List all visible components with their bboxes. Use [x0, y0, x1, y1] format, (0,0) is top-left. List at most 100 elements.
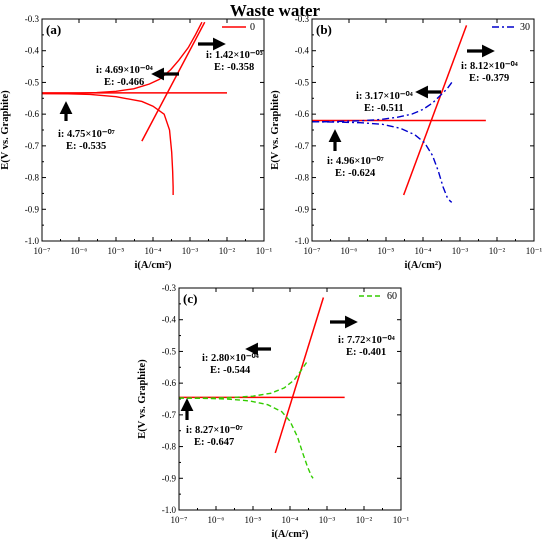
- annotation-current: i: 4.75×10⁻⁰⁷: [58, 128, 115, 140]
- annotation-current: i: 8.12×10⁻⁰⁴: [461, 60, 519, 72]
- y-tick-label: -0.5: [295, 77, 310, 87]
- y-axis-label: E(V vs. Graphite): [137, 359, 148, 439]
- annotation-potential: E: -0.466: [104, 77, 144, 88]
- panel-label: (b): [316, 22, 332, 37]
- polarization-curve: [312, 82, 453, 123]
- x-tick-label: 10⁻⁷: [171, 515, 188, 525]
- y-tick-label: -0.5: [25, 77, 40, 87]
- chart-panel-1: 10⁻⁷ 10⁻⁶ 10⁻⁵ 10⁻⁴ 10⁻³ 10⁻² 10⁻¹ -1.0 -0.9 -0.8…: [270, 14, 543, 271]
- annotation-potential: E: -0.647: [194, 437, 234, 448]
- panel-label: (a): [46, 22, 61, 37]
- x-tick-label: 10⁻⁶: [208, 515, 225, 525]
- y-tick-label: -0.6: [162, 378, 177, 388]
- x-tick-label: 10⁻²: [356, 515, 373, 525]
- y-tick-label: -0.8: [25, 173, 40, 183]
- x-tick-label: 10⁻¹: [256, 246, 273, 256]
- x-tick-label: 10⁻³: [319, 515, 336, 525]
- annotation-potential: E: -0.511: [364, 103, 404, 114]
- annotation: i: 3.17×10⁻⁰⁴E: -0.511: [356, 85, 441, 114]
- x-tick-label: 10⁻⁷: [304, 246, 321, 256]
- y-tick-label: -0.8: [295, 173, 310, 183]
- x-tick-label: 10⁻¹: [393, 515, 410, 525]
- tafel-fit-line: [402, 25, 468, 196]
- plot-frame: [41, 18, 265, 242]
- annotation: i: 4.69×10⁻⁰⁴E: -0.466: [96, 64, 179, 88]
- x-tick-label: 10⁻³: [452, 246, 469, 256]
- chart-panel-2: 10⁻⁷ 10⁻⁶ 10⁻⁵ 10⁻⁴ 10⁻³ 10⁻² 10⁻¹ -1.0 -0.9 -0.8…: [137, 283, 410, 540]
- annotation: i: 7.72×10⁻⁰⁴E: -0.401: [330, 315, 396, 358]
- panel-label: (c): [183, 291, 197, 306]
- annotation-current: i: 1.42×10⁻⁰³: [206, 49, 263, 61]
- x-tick-label: 10⁻⁵: [378, 246, 395, 256]
- x-tick-label: 10⁻³: [182, 246, 199, 256]
- y-tick-label: -0.9: [295, 204, 310, 214]
- plot-area: [42, 21, 227, 196]
- annotation-potential: E: -0.401: [346, 347, 386, 358]
- y-tick-label: -0.5: [162, 346, 177, 356]
- legend: 60: [359, 291, 397, 302]
- annotation: i: 4.75×10⁻⁰⁷E: -0.535: [58, 101, 115, 152]
- x-tick-label: 10⁻⁷: [34, 246, 51, 256]
- y-axis-label: E(V vs. Graphite): [0, 90, 11, 170]
- y-tick-label: -1.0: [295, 236, 310, 246]
- annotation: i: 8.27×10⁻⁰⁷E: -0.647: [180, 398, 243, 448]
- annotation-potential: E: -0.535: [66, 141, 106, 152]
- y-tick-label: -0.3: [295, 14, 310, 24]
- x-tick-label: 10⁻⁵: [245, 515, 262, 525]
- legend-label: 30: [520, 22, 530, 33]
- legend: 30: [492, 22, 530, 33]
- x-tick-label: 10⁻⁴: [415, 246, 432, 256]
- y-tick-label: -0.6: [295, 109, 310, 119]
- y-tick-label: -0.4: [162, 315, 177, 325]
- annotation-current: i: 7.72×10⁻⁰⁴: [338, 334, 396, 346]
- legend: 0: [222, 22, 255, 33]
- polarization-curve: [312, 121, 453, 203]
- annotation-current: i: 2.80×10⁻⁰⁴: [202, 352, 260, 364]
- polarization-curve: [42, 92, 174, 196]
- annotation: i: 4.96×10⁻⁰⁷E: -0.624: [327, 129, 384, 179]
- annotation: i: 8.12×10⁻⁰⁴E: -0.379: [461, 44, 519, 84]
- annotation-potential: E: -0.544: [210, 365, 251, 376]
- y-tick-label: -0.4: [25, 46, 40, 56]
- y-tick-label: -0.9: [25, 204, 40, 214]
- y-tick-label: -0.3: [25, 14, 40, 24]
- figure-title: Waste water: [229, 1, 321, 20]
- annotation-potential: E: -0.624: [335, 168, 376, 179]
- plot-frame: [311, 18, 535, 242]
- y-tick-label: -0.7: [162, 410, 177, 420]
- y-tick-label: -1.0: [25, 236, 40, 246]
- x-tick-label: 10⁻²: [489, 246, 506, 256]
- x-tick-label: 10⁻⁶: [71, 246, 88, 256]
- annotation-potential: E: -0.358: [214, 62, 254, 73]
- y-tick-label: -1.0: [162, 505, 177, 515]
- x-tick-label: 10⁻⁴: [282, 515, 299, 525]
- y-tick-label: -0.9: [162, 473, 177, 483]
- annotation-current: i: 4.69×10⁻⁰⁴: [96, 64, 154, 76]
- tafel-fit-line: [141, 21, 206, 142]
- x-tick-label: 10⁻²: [219, 246, 236, 256]
- plot-area: [179, 297, 345, 479]
- y-tick-label: -0.6: [25, 109, 40, 119]
- x-axis-label: i(A/cm²): [405, 260, 442, 271]
- annotation: i: 1.42×10⁻⁰³E: -0.358: [198, 37, 263, 73]
- annotation-potential: E: -0.379: [469, 73, 509, 84]
- plot-area: [312, 25, 486, 203]
- x-axis-label: i(A/cm²): [135, 260, 172, 271]
- legend-label: 60: [387, 291, 397, 302]
- y-tick-label: -0.8: [162, 442, 177, 452]
- chart-panel-0: 10⁻⁷ 10⁻⁶ 10⁻⁵ 10⁻⁴ 10⁻³ 10⁻² 10⁻¹ -1.0 -0.9 -0.8…: [0, 14, 273, 271]
- y-tick-label: -0.3: [162, 283, 177, 293]
- y-axis-label: E(V vs. Graphite): [270, 90, 281, 170]
- x-axis-label: i(A/cm²): [272, 529, 309, 540]
- plot-frame: [178, 287, 402, 511]
- annotation-current: i: 4.96×10⁻⁰⁷: [327, 155, 384, 167]
- annotation-current: i: 8.27×10⁻⁰⁷: [186, 424, 243, 436]
- y-tick-label: -0.4: [295, 46, 310, 56]
- x-tick-label: 10⁻¹: [526, 246, 543, 256]
- y-tick-label: -0.7: [295, 141, 310, 151]
- tafel-fit-line: [274, 297, 325, 454]
- polarization-curve: [179, 397, 314, 479]
- x-tick-label: 10⁻⁴: [145, 246, 162, 256]
- y-tick-label: -0.7: [25, 141, 40, 151]
